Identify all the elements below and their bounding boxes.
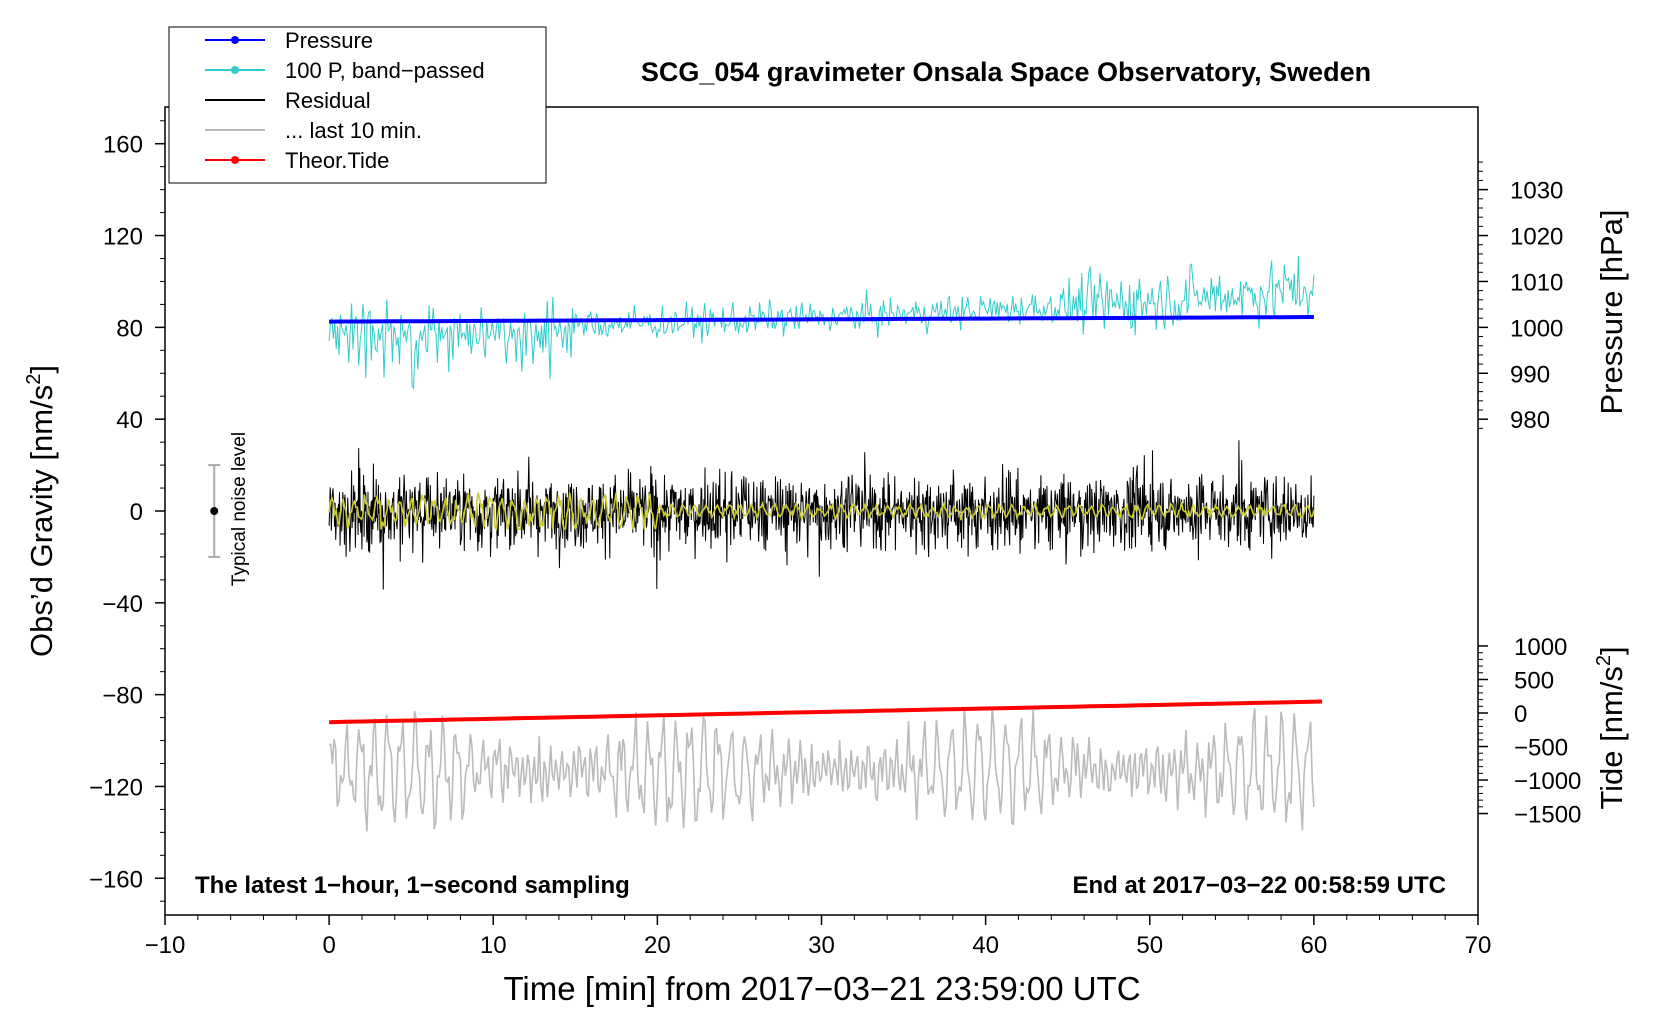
y-axis-label-tide: Tide [nm/s2] [1593, 646, 1629, 809]
series-pressure [329, 315, 1314, 324]
legend-marker [231, 66, 239, 74]
y-tick-label: 120 [103, 224, 143, 251]
tide-tick-label: −500 [1514, 735, 1568, 762]
y-tick-label: 160 [103, 132, 143, 159]
y-axis-label-pressure: Pressure [hPa] [1594, 209, 1629, 414]
axis-layer: −10 0 10 20 30 40 50 60 7016012080400−40−80−120−… [89, 120, 1581, 959]
y-axis-label-left-end: ] [24, 365, 59, 374]
legend-label: 100 P, band−passed [285, 58, 485, 83]
pressure-tick-label: 1000 [1510, 315, 1563, 342]
y-tick-label: 0 [130, 499, 143, 526]
x-axis-label: Time [min] from 2017−03−21 23:59:00 UTC [503, 970, 1140, 1007]
bottom-right-note: End at 2017−03−22 00:58:59 UTC [1072, 872, 1446, 899]
x-tick-label: 60 [1301, 932, 1328, 959]
chart-title: SCG_054 gravimeter Onsala Space Observat… [641, 57, 1371, 87]
tide-tick-label: 1000 [1514, 634, 1567, 661]
x-tick-label: 70 [1465, 932, 1492, 959]
legend-box [168, 26, 547, 184]
x-tick-label: 40 [972, 932, 999, 959]
noise-indicator [208, 464, 221, 558]
series-residual [328, 440, 1315, 590]
series-theor-tide [329, 699, 1323, 725]
legend-label: ... last 10 min. [285, 118, 422, 143]
y-axis-label-tide-main: Tide [nm/s [1594, 666, 1629, 810]
tide-tick-label: −1500 [1514, 802, 1581, 829]
tide-tick-label: 500 [1514, 667, 1554, 694]
series-residual-smoothed [328, 492, 1315, 531]
pressure-tick-label: 1010 [1510, 269, 1563, 296]
x-tick-label: 30 [808, 932, 835, 959]
series-layer [328, 255, 1323, 832]
y-tick-label: −80 [102, 683, 143, 710]
y-tick-label: −120 [89, 774, 143, 801]
legend-label: Pressure [285, 28, 373, 53]
legend: Pressure 100 P, band−passed Residual ... la… [168, 26, 547, 184]
y-axis-label-left-main: Obs’d Gravity [nm/s [24, 385, 59, 657]
legend-marker [231, 36, 239, 44]
noise-level-label: Typical noise level [229, 432, 250, 586]
x-tick-label: 0 [322, 932, 335, 959]
y-tick-label: 80 [116, 315, 143, 342]
pressure-tick-label: 990 [1510, 361, 1550, 388]
y-tick-label: −160 [89, 866, 143, 893]
x-tick-label: 50 [1136, 932, 1163, 959]
tide-tick-label: 0 [1514, 701, 1527, 728]
y-axis-label-left: Obs’d Gravity [nm/s2] [23, 365, 59, 657]
series-last-10-min [329, 706, 1315, 832]
pressure-tick-label: 1030 [1510, 178, 1563, 205]
y-axis-label-tide-sup: 2 [1593, 655, 1615, 666]
x-tick-label: 20 [644, 932, 671, 959]
legend-marker [231, 156, 239, 164]
tide-tick-label: −1000 [1514, 768, 1581, 795]
y-tick-label: −40 [102, 591, 143, 618]
pressure-tick-label: 980 [1510, 407, 1550, 434]
pressure-tick-label: 1020 [1510, 224, 1563, 251]
y-axis-label-left-sup: 2 [23, 374, 45, 385]
x-tick-label: 10 [480, 932, 507, 959]
noise-center-dot [210, 507, 219, 515]
legend-label: Theor.Tide [285, 148, 389, 173]
y-tick-label: 40 [116, 407, 143, 434]
series-band-passed [328, 255, 1315, 391]
bottom-left-note: The latest 1−hour, 1−second sampling [195, 872, 630, 899]
x-tick-label: −10 [145, 932, 186, 959]
legend-label: Residual [285, 88, 371, 113]
y-axis-label-tide-end: ] [1594, 646, 1629, 655]
